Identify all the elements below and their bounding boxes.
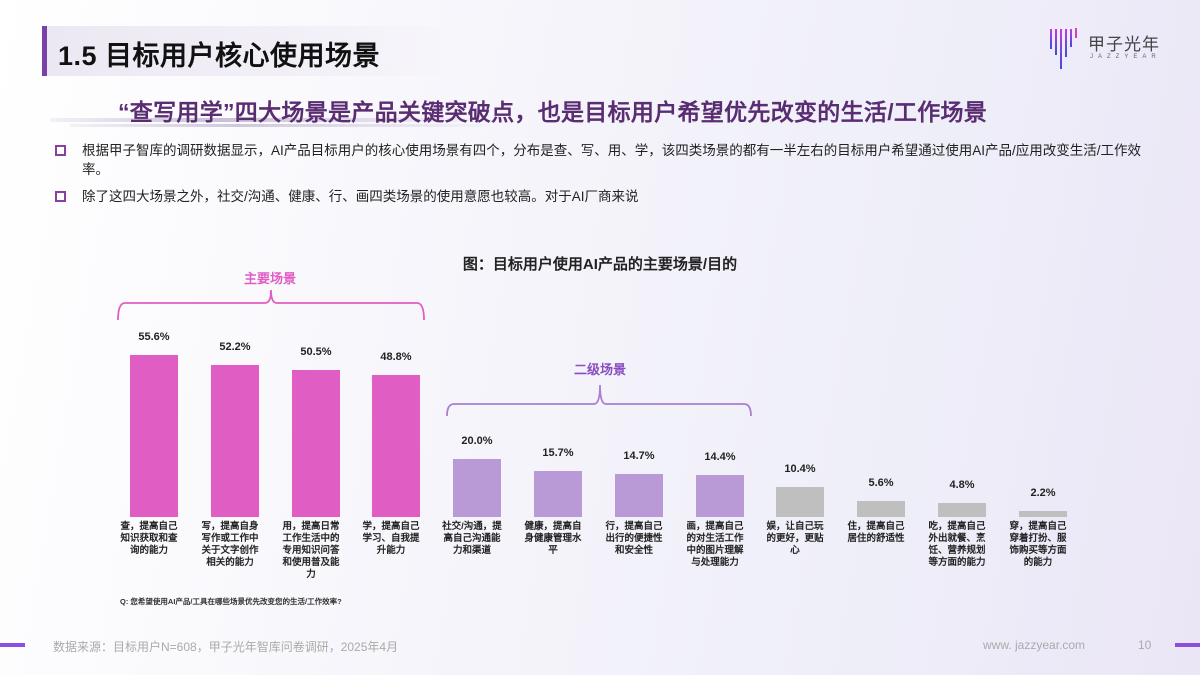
bar: [534, 471, 582, 517]
bullet-item: 除了这四大场景之外，社交/沟通、健康、行、画四类场景的使用意愿也较高。对于AI厂…: [55, 187, 1165, 206]
secondary-group-label: 二级场景: [573, 362, 626, 377]
bar-category-label: 穿，提高自己穿着打扮、服饰购买等方面的能力: [1009, 521, 1067, 568]
bar-category-label: 娱，让自己玩的更好，更贴心: [766, 521, 824, 556]
chart-title: 图：目标用户使用AI产品的主要场景/目的: [462, 256, 738, 273]
primary-group-bracket: [117, 289, 425, 321]
subtitle-decoration: [70, 124, 490, 127]
bar-category-label: 查，提高自己知识获取和查询的能力: [120, 521, 178, 556]
bar-value-label: 14.7%: [623, 450, 655, 463]
bar: [130, 355, 178, 517]
bar-value-label: 52.2%: [219, 341, 251, 354]
bullet-item: 根据甲子智库的调研数据显示，AI产品目标用户的核心使用场景有四个，分布是查、写、…: [55, 141, 1165, 179]
bullet-text: 根据甲子智库的调研数据显示，AI产品目标用户的核心使用场景有四个，分布是查、写、…: [82, 143, 1142, 177]
logo-text: 甲子光年: [1088, 35, 1160, 55]
bar-value-label: 50.5%: [300, 346, 332, 359]
bar: [1019, 510, 1067, 517]
section-title-bar: [42, 26, 462, 76]
bar-category-label: 社交/沟通，提高自己沟通能力和渠道: [442, 521, 502, 556]
bar: [211, 365, 259, 517]
bullet-text: 除了这四大场景之外，社交/沟通、健康、行、画四类场景的使用意愿也较高。对于AI厂…: [82, 189, 639, 204]
footer-accent-line: [0, 643, 25, 647]
logo-subtext: JAZZYEAR: [1090, 54, 1161, 60]
jazzyear-logo-icon: [1050, 28, 1077, 69]
bar: [615, 474, 663, 517]
bar-value-label: 55.6%: [138, 331, 170, 344]
bar: [292, 370, 340, 517]
bar-category-label: 住，提高自己居住的舒适性: [847, 521, 905, 544]
bar-category-label: 行，提高自己出行的便捷性和安全性: [605, 521, 663, 556]
page-number: 10: [1138, 638, 1152, 652]
section-title: 1.5 目标用户核心使用场景: [58, 41, 381, 71]
bar: [938, 503, 986, 517]
footer-accent-line: [1175, 643, 1200, 647]
primary-group-label: 主要场景: [243, 271, 296, 286]
bar-category-label: 写，提高自身写作或工作中关于文字创作相关的能力: [201, 521, 259, 568]
bar: [857, 500, 905, 517]
bar-value-label: 14.4%: [704, 451, 736, 464]
website-url: www. jazzyear.com: [983, 638, 1086, 652]
secondary-group-bracket: [446, 384, 752, 417]
bar: [696, 475, 744, 517]
bar-category-label: 吃，提高自己外出就餐、烹饪、营养规划等方面的能力: [928, 521, 986, 568]
bar-value-label: 20.0%: [461, 434, 493, 447]
bar-category-label: 学，提高自己学习、自我提升能力: [362, 521, 420, 556]
bar-category-label: 画，提高自己的对生活工作中的图片理解与处理能力: [686, 521, 744, 568]
bar-value-label: 4.8%: [949, 479, 975, 492]
bullet-list: 根据甲子智库的调研数据显示，AI产品目标用户的核心使用场景有四个，分布是查、写、…: [55, 141, 1165, 214]
bar: [776, 486, 824, 517]
page-subtitle: “查写用学”四大场景是产品关键突破点，也是目标用户希望优先改变的生活/工作场景: [118, 99, 988, 125]
bar-category-label: 健康，提高自身健康管理水平: [524, 521, 582, 556]
square-bullet-icon: [55, 145, 66, 156]
square-bullet-icon: [55, 191, 66, 202]
bar-value-label: 15.7%: [542, 447, 574, 460]
bar: [453, 458, 501, 517]
bar-value-label: 5.6%: [868, 476, 894, 489]
bar-value-label: 10.4%: [784, 462, 816, 475]
data-source: 数据来源：目标用户N=608，甲子光年智库问卷调研，2025年4月: [53, 640, 399, 654]
bar-value-label: 48.8%: [380, 350, 412, 363]
survey-question: Q: 您希望使用AI产品/工具在哪些场景优先改变您的生活/工作效率?: [120, 597, 342, 606]
bar-value-label: 2.2%: [1030, 486, 1056, 499]
bar: [372, 374, 420, 517]
bar-category-label: 用，提高日常工作生活中的专用知识问答和使用普及能力: [282, 521, 340, 580]
subtitle-decoration: [50, 118, 470, 122]
